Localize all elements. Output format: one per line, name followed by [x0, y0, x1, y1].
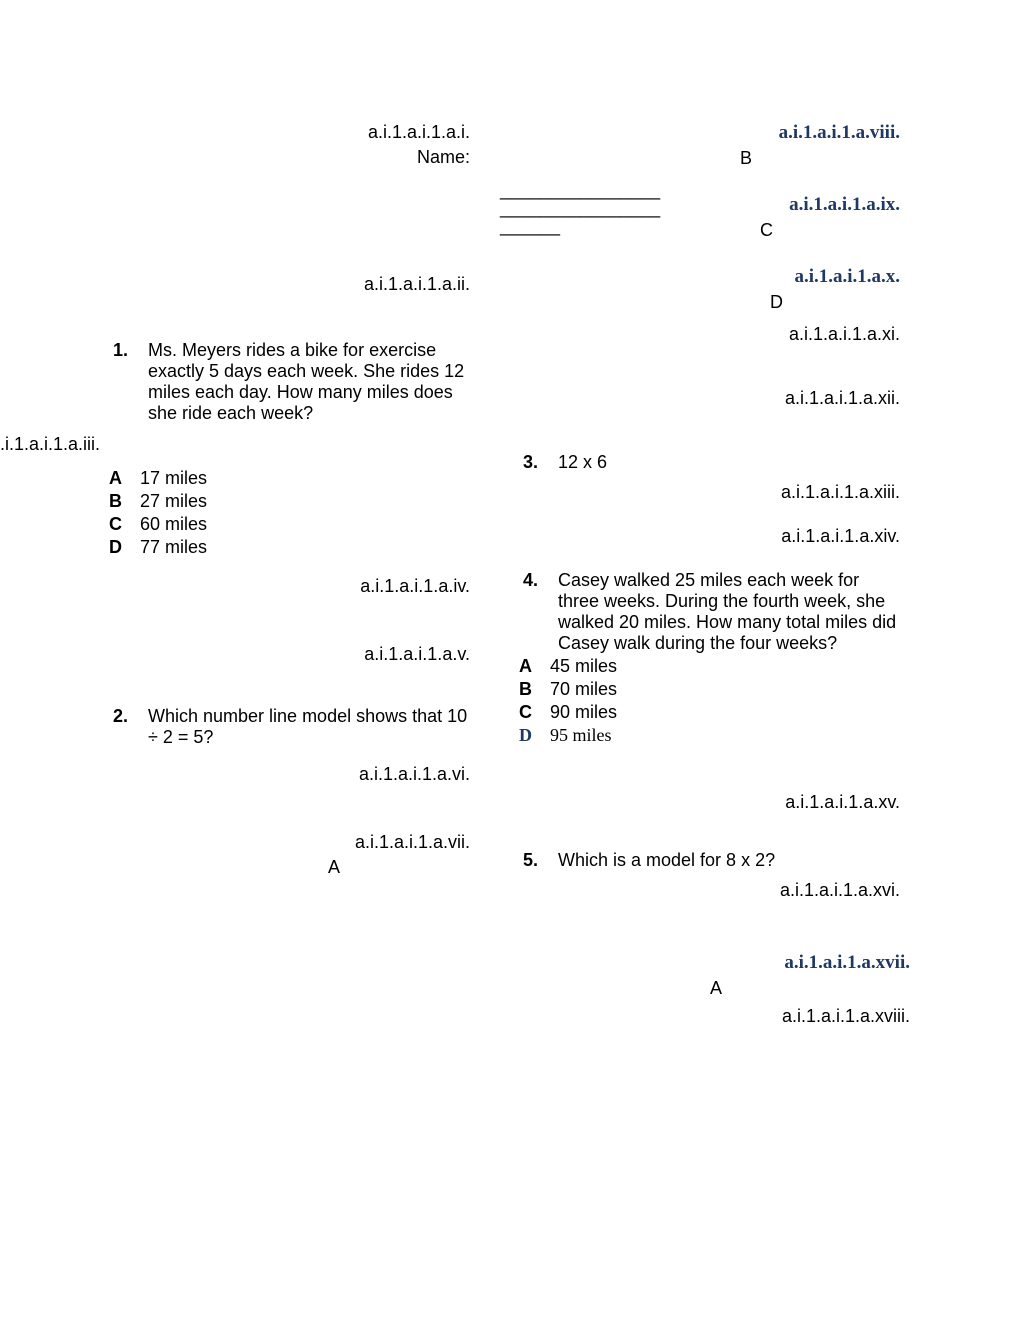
left-header: a.i.1.a.i.1.a.i. Name:	[100, 118, 470, 186]
q4-opt-a-letter: A	[510, 656, 550, 677]
q4-opt-c-text: 90 miles	[550, 702, 900, 723]
ref-xv-block: a.i.1.a.i.1.a.xv.	[640, 788, 900, 817]
q4-opt-d-letter: D	[510, 725, 550, 746]
q4-opt-a-text: 45 miles	[550, 656, 900, 677]
q1-opt-c-text: 60 miles	[140, 514, 470, 535]
ref-xi-block: a.i.1.a.i.1.a.xi.	[640, 320, 900, 349]
q1-opt-c[interactable]: C 60 miles	[100, 514, 470, 535]
q4-opt-d-text: 95 miles	[550, 725, 900, 746]
q1-opt-d[interactable]: D 77 miles	[100, 537, 470, 558]
blank-line-2: ________________	[500, 196, 680, 214]
q1-opt-b-text: 27 miles	[140, 491, 470, 512]
ref-ix-block: a.i.1.a.i.1.a.ix. C	[660, 190, 900, 241]
question-3: 3. 12 x 6	[510, 452, 890, 473]
question-1: 1. Ms. Meyers rides a bike for exercise …	[100, 340, 480, 424]
ref-ix: a.i.1.a.i.1.a.ix.	[660, 194, 900, 216]
q4-opt-a[interactable]: A 45 miles	[510, 656, 900, 677]
q1-opt-a-letter: A	[100, 468, 140, 489]
ref-ii: a.i.1.a.i.1.a.ii.	[100, 274, 470, 295]
ref-xiv-block: a.i.1.a.i.1.a.xiv.	[640, 522, 900, 551]
q1-opt-d-letter: D	[100, 537, 140, 558]
ref-vi-block: a.i.1.a.i.1.a.vi.	[100, 760, 470, 789]
q1-opt-c-letter: C	[100, 514, 140, 535]
ref-xiv: a.i.1.a.i.1.a.xiv.	[640, 526, 900, 547]
ref-xvi: a.i.1.a.i.1.a.xvi.	[640, 880, 900, 901]
q1-opt-a-text: 17 miles	[140, 468, 470, 489]
q4-opt-d[interactable]: D 95 miles	[510, 725, 900, 746]
ref-iii: a.i.1.a.i.1.a.iii.	[0, 434, 100, 455]
q1-opt-b-letter: B	[100, 491, 140, 512]
q5-ans-a: A	[640, 978, 910, 999]
ref-viii: a.i.1.a.i.1.a.viii.	[640, 122, 900, 144]
q3-text: 12 x 6	[558, 452, 890, 473]
ref-xvi-block: a.i.1.a.i.1.a.xvi.	[640, 876, 900, 905]
ref-vi: a.i.1.a.i.1.a.vi.	[100, 764, 470, 785]
q1-opt-a[interactable]: A 17 miles	[100, 468, 470, 489]
q4-opt-b-text: 70 miles	[550, 679, 900, 700]
q2-text: Which number line model shows that 10 ÷ …	[148, 706, 470, 748]
q2-number: 2.	[98, 706, 128, 727]
ref-vii: a.i.1.a.i.1.a.vii.	[100, 832, 470, 853]
ref-xviii: a.i.1.a.i.1.a.xviii.	[640, 1006, 910, 1027]
ref-i: a.i.1.a.i.1.a.i.	[100, 122, 470, 143]
question-2: 2. Which number line model shows that 10…	[100, 706, 470, 748]
q1-options: A 17 miles B 27 miles C 60 miles D 77 mi…	[100, 466, 470, 560]
q1-opt-b[interactable]: B 27 miles	[100, 491, 470, 512]
ref-v-block: a.i.1.a.i.1.a.v.	[100, 640, 470, 669]
ref-iv-block: a.i.1.a.i.1.a.iv.	[100, 572, 470, 601]
q4-opt-c[interactable]: C 90 miles	[510, 702, 900, 723]
ref-xv: a.i.1.a.i.1.a.xv.	[640, 792, 900, 813]
ref-xiii: a.i.1.a.i.1.a.xiii.	[640, 482, 900, 503]
ref-x: a.i.1.a.i.1.a.x.	[670, 266, 900, 288]
ref-xi: a.i.1.a.i.1.a.xi.	[640, 324, 900, 345]
ref-v: a.i.1.a.i.1.a.v.	[100, 644, 470, 665]
ref-xviii-block: a.i.1.a.i.1.a.xviii.	[640, 1002, 910, 1031]
q4-opt-b[interactable]: B 70 miles	[510, 679, 900, 700]
q3-number: 3.	[508, 452, 538, 473]
q4-text: Casey walked 25 miles each week for thre…	[558, 570, 900, 654]
ref-xvii-block: a.i.1.a.i.1.a.xvii. A	[640, 948, 910, 999]
q1-text: Ms. Meyers rides a bike for exercise exa…	[148, 340, 480, 424]
ref-x-block: a.i.1.a.i.1.a.x. D	[670, 262, 900, 313]
ref-ii-block: a.i.1.a.i.1.a.ii.	[100, 270, 470, 299]
answer-b: B	[640, 148, 900, 169]
question-4: 4. Casey walked 25 miles each week for t…	[510, 570, 900, 748]
ref-xvii: a.i.1.a.i.1.a.xvii.	[640, 952, 910, 974]
blank-line-1: ________________	[500, 178, 680, 196]
answer-c: C	[660, 220, 900, 241]
q5-text: Which is a model for 8 x 2?	[558, 850, 890, 871]
ref-viii-block: a.i.1.a.i.1.a.viii. B	[640, 118, 900, 169]
ref-xiii-block: a.i.1.a.i.1.a.xiii.	[640, 478, 900, 507]
answer-d: D	[670, 292, 900, 313]
q4-number: 4.	[508, 570, 538, 591]
question-5: 5. Which is a model for 8 x 2?	[510, 850, 890, 871]
name-blank-lines: ________________ ________________ ______	[500, 178, 680, 232]
ref-vii-block: a.i.1.a.i.1.a.vii. A	[100, 828, 470, 878]
ref-xii: a.i.1.a.i.1.a.xii.	[640, 388, 900, 409]
q5-number: 5.	[508, 850, 538, 871]
worksheet-page: a.i.1.a.i.1.a.i. Name: ________________ …	[0, 0, 1020, 1320]
q4-opt-c-letter: C	[510, 702, 550, 723]
q1-opt-d-text: 77 miles	[140, 537, 470, 558]
q2-ans-a: A	[100, 857, 470, 878]
ref-iv: a.i.1.a.i.1.a.iv.	[100, 576, 470, 597]
q1-number: 1.	[98, 340, 128, 361]
name-label: Name:	[100, 147, 470, 168]
q4-opt-b-letter: B	[510, 679, 550, 700]
ref-xii-block: a.i.1.a.i.1.a.xii.	[640, 384, 900, 413]
